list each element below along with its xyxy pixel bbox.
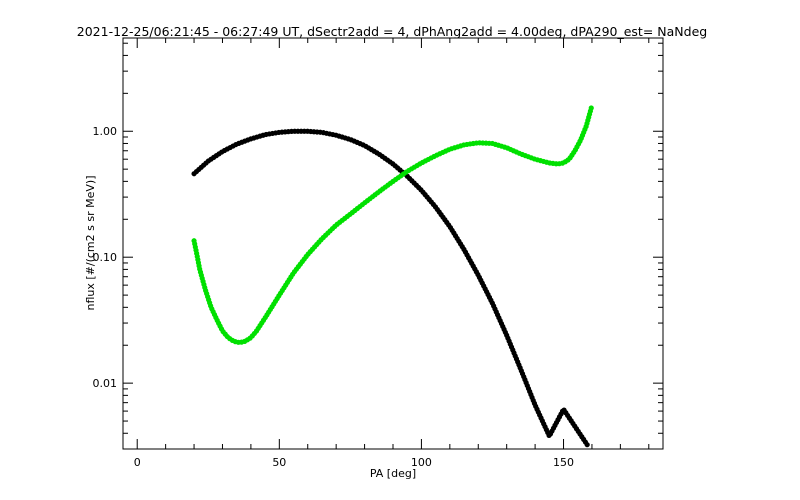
series-0 [191,128,590,448]
x-axis-label: PA [deg] [370,467,416,480]
data-point [584,442,590,448]
x-tick-label: 0 [134,456,141,469]
y-tick-label: 0.01 [93,377,118,390]
data-series [191,105,594,448]
x-tick-label: 150 [553,456,574,469]
y-axis-label: nflux [#/(cm2 s sr MeV)] [84,176,97,311]
y-tick-label: 1.00 [93,125,118,138]
axis-tick-labels: 0 50 100 150 0.01 0.10 1.00 [93,125,575,469]
chart-title: 2021-12-25/06:21:45 - 06:27:49 UT, dSect… [77,24,707,39]
series-1 [191,105,594,345]
data-point [588,105,594,111]
x-tick-label: 100 [411,456,432,469]
y-tick-label: 0.10 [93,251,118,264]
axis-ticks [123,38,663,450]
x-tick-label: 50 [272,456,286,469]
